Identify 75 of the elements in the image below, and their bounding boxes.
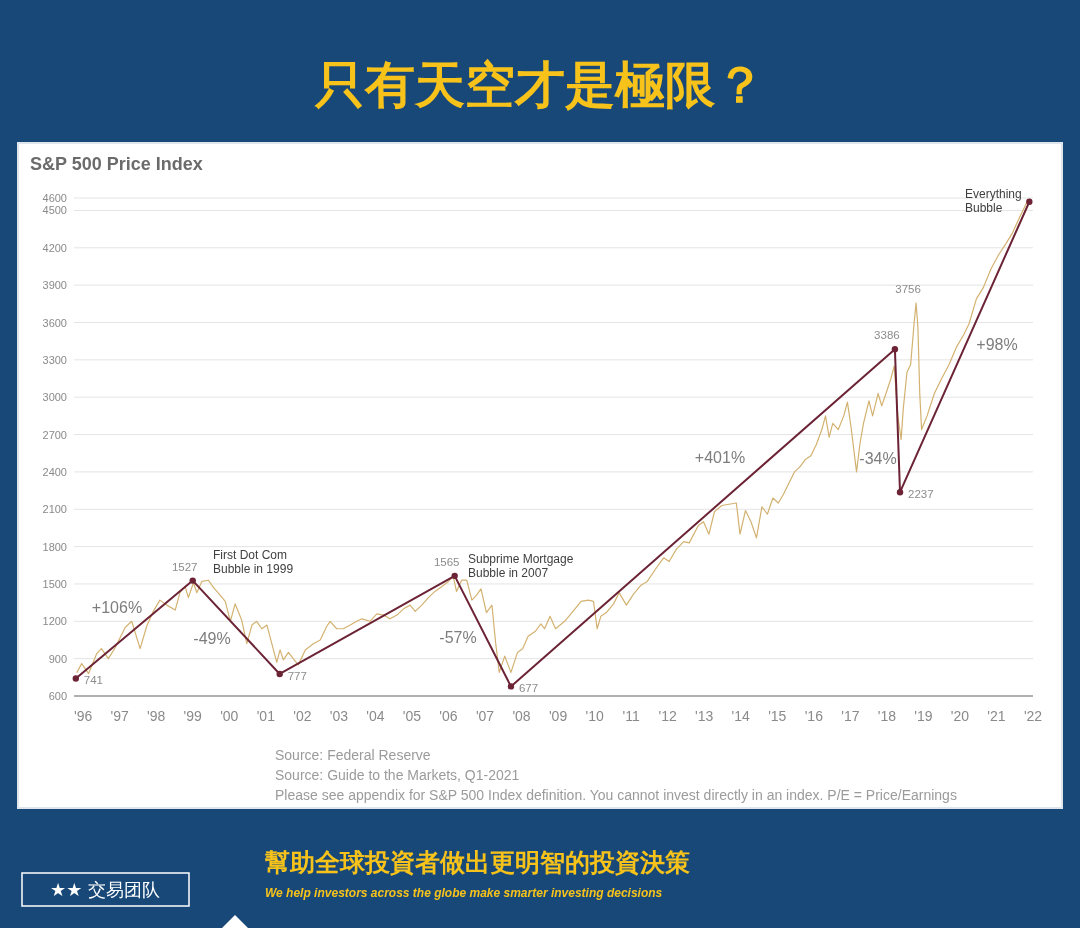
chart-title: 只有天空才是極限？	[314, 56, 765, 114]
x-tick-label: '15	[768, 708, 787, 724]
y-tick-label: 900	[48, 652, 67, 665]
x-tick-label: '21	[987, 708, 1006, 724]
data-label: 1527	[171, 560, 198, 573]
text: ★★ 交易团队	[50, 878, 160, 900]
annotation: -49%	[193, 629, 231, 647]
y-tick-label: 600	[48, 690, 67, 702]
x-tick-label: '99	[183, 708, 203, 724]
x-tick-label: '10	[585, 708, 604, 724]
data-label: 3386	[874, 329, 900, 342]
x-tick-label: '16	[804, 708, 824, 724]
y-tick-label: 4600	[42, 192, 67, 204]
x-tick-label: '06	[439, 708, 458, 724]
annotation: Everything Bubble	[965, 187, 1022, 215]
x-tick-label: '04	[366, 708, 385, 724]
point	[891, 345, 899, 353]
x-tick-label: '11	[622, 708, 640, 724]
y-tick-label: 3000	[42, 391, 67, 404]
x-tick-label: '13	[695, 708, 714, 724]
x-tick-label: '12	[658, 708, 677, 724]
x-tick-label: '19	[914, 708, 933, 724]
source-note: Source: Federal Reserve	[275, 747, 431, 763]
annotation: +98%	[976, 335, 1018, 353]
point	[72, 675, 80, 682]
x-tick-label: '18	[877, 708, 897, 724]
source-note: Source: Guide to the Markets, Q1-2021	[275, 767, 520, 783]
point	[451, 572, 458, 580]
x-tick-label: '01	[256, 708, 276, 724]
x-tick-label: '02	[293, 708, 312, 724]
y-tick-label: 2400	[42, 465, 67, 478]
text: 幫助全球投資者做出更明智的投資決策	[264, 847, 690, 877]
x-tick-label: '00	[220, 708, 239, 724]
y-tick-label: 4200	[42, 241, 67, 254]
y-tick-label: 3300	[42, 353, 67, 366]
point	[189, 577, 196, 584]
x-tick-label: '05	[402, 708, 422, 724]
annotation: First Dot Com Bubble in 1999	[213, 548, 294, 576]
point	[276, 670, 283, 678]
x-tick-label: '97	[110, 708, 129, 724]
y-tick-label: 2700	[42, 428, 67, 441]
y-tick-label: 1800	[42, 540, 67, 553]
annotation: Subprime Mortgage Bubble in 2007	[468, 552, 574, 580]
point	[1026, 198, 1033, 205]
y-tick-label: 4500	[42, 204, 67, 217]
x-tick-label: '09	[548, 708, 568, 724]
data-label: 677	[518, 682, 539, 695]
x-tick-label: '17	[841, 708, 860, 724]
text: We help investors across the globe make smarter investing decisions	[265, 886, 663, 900]
x-tick-label: '08	[512, 708, 531, 724]
data-label: 741	[83, 674, 104, 687]
x-tick-label: '14	[731, 708, 751, 724]
y-tick-label: 1500	[42, 577, 67, 590]
x-tick-label: '98	[147, 708, 166, 724]
annotation: +106%	[91, 598, 143, 616]
annotation: -57%	[439, 628, 477, 646]
x-tick-label: '07	[475, 708, 495, 724]
data-label: 3756	[895, 283, 921, 296]
point	[507, 683, 515, 690]
y-tick-label: 2100	[42, 503, 67, 516]
data-label: 1565	[433, 555, 460, 568]
data-label: 2237	[908, 488, 934, 501]
annotation: -34%	[859, 449, 897, 467]
data-label: 777	[287, 669, 307, 682]
text: Please see appendix for S&P 500 Index definition. You cannot invest directly in an index. P/E = Price/Earnings	[275, 787, 957, 803]
chart-subtitle: S&P 500 Price Index	[30, 154, 203, 174]
point	[896, 488, 904, 496]
x-tick-label: '03	[329, 708, 349, 724]
x-tick-label: '96	[74, 708, 93, 724]
annotation: +401%	[694, 448, 746, 466]
y-tick-label: 3900	[42, 279, 67, 292]
y-tick-label: 3600	[42, 316, 67, 329]
x-tick-label: '22	[1023, 708, 1043, 724]
x-tick-label: '20	[950, 708, 970, 724]
y-tick-label: 1200	[42, 615, 67, 628]
